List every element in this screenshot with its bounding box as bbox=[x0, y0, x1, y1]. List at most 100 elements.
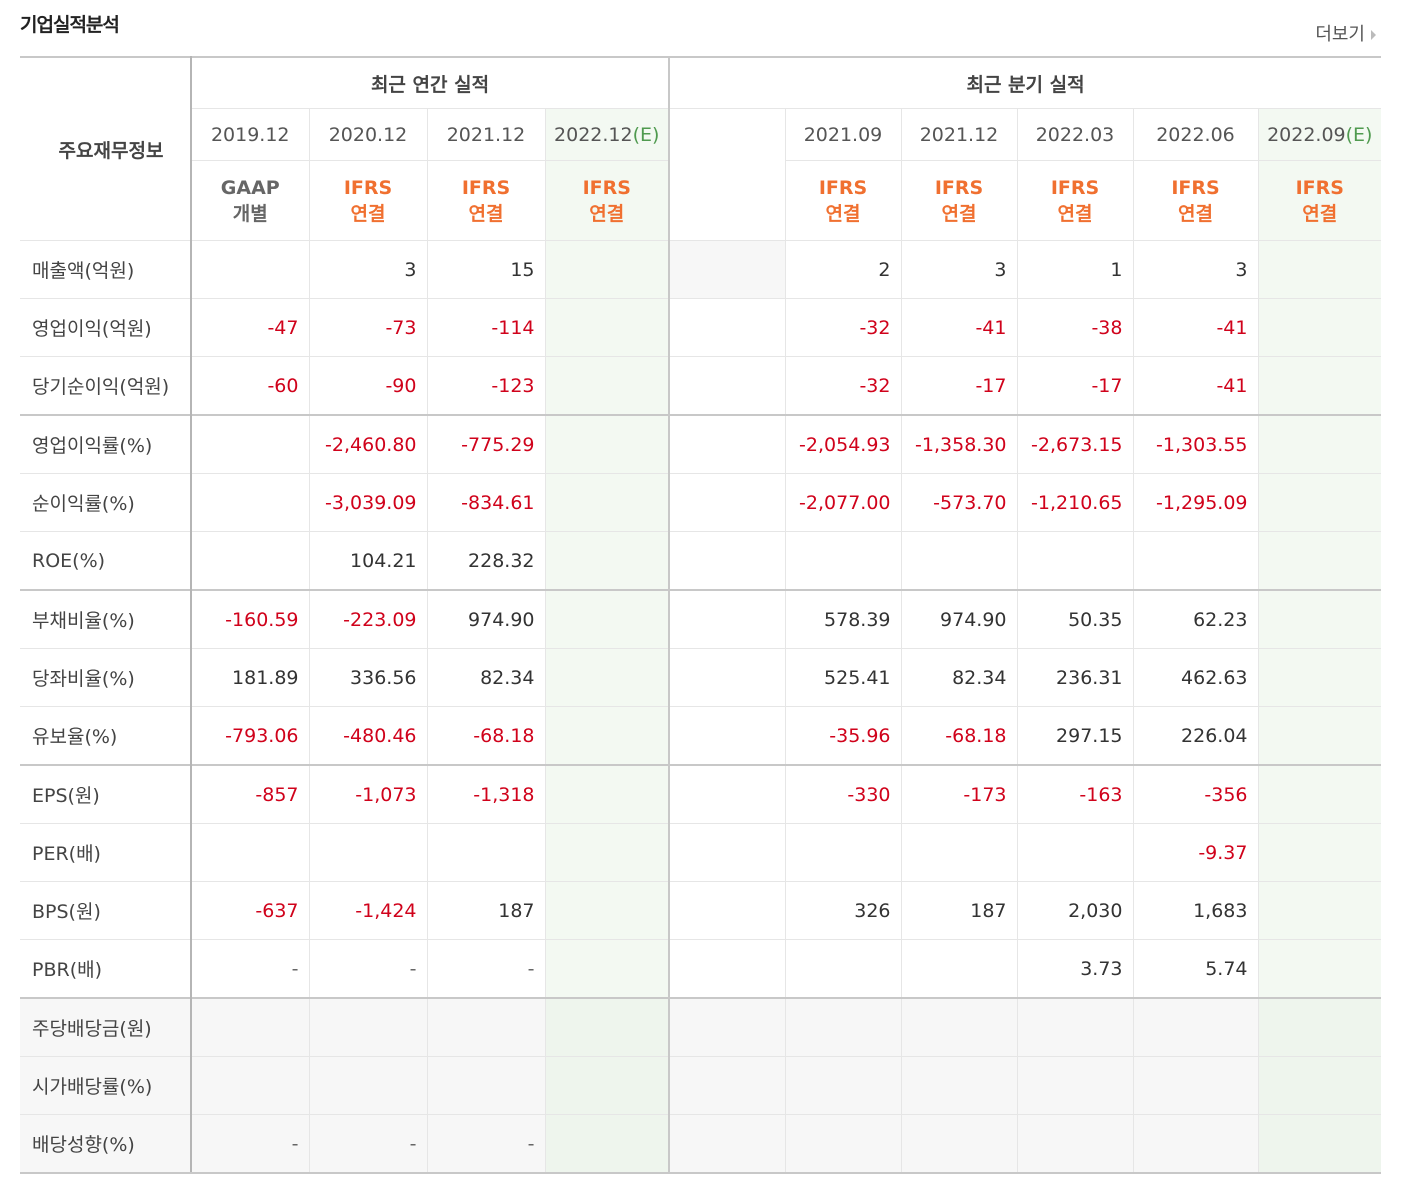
period: 2022.09(E) bbox=[1257, 108, 1382, 161]
value-cell bbox=[784, 823, 901, 882]
value-cell bbox=[1257, 240, 1382, 299]
consolidation-text: 연결 bbox=[589, 202, 625, 225]
value-cell bbox=[784, 1056, 901, 1115]
consolidation-text: 연결 bbox=[1302, 202, 1338, 225]
row-label: 유보율(%) bbox=[20, 706, 192, 766]
row-label: 당좌비율(%) bbox=[20, 648, 192, 707]
standard: IFRS 연결 bbox=[1257, 160, 1382, 241]
value-cell bbox=[1132, 997, 1258, 1057]
value-cell bbox=[190, 823, 309, 882]
standard: IFRS 연결 bbox=[308, 160, 427, 241]
standard-text: IFRS bbox=[934, 176, 984, 199]
row-label: 순이익률(%) bbox=[20, 473, 192, 532]
row-label: 매출액(억원) bbox=[20, 240, 192, 299]
value-cell bbox=[1132, 1114, 1258, 1174]
value-cell: - bbox=[426, 1114, 545, 1174]
row-label: 배당성향(%) bbox=[20, 1114, 192, 1174]
data-row: 순이익률(%) -3,039.09 -834.61 -2,077.00 -573.70-… bbox=[20, 473, 1382, 532]
standard: IFRS 연결 bbox=[1132, 160, 1258, 241]
standard-text: IFRS bbox=[1295, 176, 1344, 199]
financial-table: 주요재무정보 최근 연간 실적 최근 분기 실적 2019.12 2020.12 2021… bbox=[20, 56, 1382, 1174]
period: 2022.12(E) bbox=[544, 108, 669, 161]
value-cell bbox=[544, 1056, 669, 1115]
standard-row: GAAP 개별 IFRS 연결 IFRS 연결 IFRS 연결 IFRS 연결 IFRS 연결 IFRS… bbox=[20, 160, 1382, 241]
value-cell bbox=[900, 823, 1017, 882]
value-cell: 187 bbox=[900, 881, 1017, 940]
gap-cell bbox=[668, 706, 785, 766]
value-cell: -114 bbox=[426, 298, 545, 357]
period: 2021.12 bbox=[900, 108, 1017, 161]
value-cell bbox=[544, 298, 669, 357]
value-cell: -32 bbox=[784, 298, 901, 357]
value-cell bbox=[1257, 1056, 1382, 1115]
value-cell: -38 bbox=[1016, 298, 1133, 357]
value-cell: 228.32 bbox=[426, 531, 545, 591]
value-cell bbox=[544, 764, 669, 824]
data-row: 당좌비율(%) 181.89 336.56 82.34 525.41 82.34 236.3… bbox=[20, 648, 1382, 707]
gap-cell bbox=[668, 108, 785, 241]
row-label: 당기순이익(억원) bbox=[20, 356, 192, 416]
data-row: 유보율(%) -793.06 -480.46 -68.18 -35.96 -68.18 29… bbox=[20, 706, 1382, 766]
value-cell bbox=[544, 414, 669, 474]
gap-cell bbox=[668, 823, 785, 882]
value-cell: 236.31 bbox=[1016, 648, 1133, 707]
value-cell: -9.37 bbox=[1132, 823, 1258, 882]
value-cell bbox=[544, 589, 669, 649]
standard-text: IFRS bbox=[461, 176, 511, 199]
value-cell: -793.06 bbox=[190, 706, 309, 766]
value-cell: 2 bbox=[784, 240, 901, 299]
value-cell: - bbox=[426, 939, 545, 999]
value-cell: -47 bbox=[190, 298, 309, 357]
value-cell bbox=[544, 531, 669, 591]
value-cell: -32 bbox=[784, 356, 901, 416]
value-cell: -356 bbox=[1132, 764, 1258, 824]
value-cell bbox=[190, 473, 309, 532]
period-text: 2021.12 bbox=[919, 123, 999, 146]
value-cell bbox=[1257, 648, 1382, 707]
value-cell bbox=[308, 1056, 427, 1115]
value-cell: -123 bbox=[426, 356, 545, 416]
value-cell: -223.09 bbox=[308, 589, 427, 649]
value-cell: -1,210.65 bbox=[1016, 473, 1133, 532]
value-cell bbox=[900, 939, 1017, 999]
value-cell: -90 bbox=[308, 356, 427, 416]
value-cell bbox=[900, 997, 1017, 1057]
value-cell bbox=[190, 414, 309, 474]
value-cell: 181.89 bbox=[190, 648, 309, 707]
value-cell: -834.61 bbox=[426, 473, 545, 532]
value-cell bbox=[544, 356, 669, 416]
value-cell bbox=[1257, 414, 1382, 474]
period-text: 2022.03 bbox=[1035, 123, 1115, 146]
standard-text: IFRS bbox=[1050, 176, 1100, 199]
more-link[interactable]: 더보기 bbox=[1315, 20, 1376, 46]
value-cell: 82.34 bbox=[426, 648, 545, 707]
data-row: 부채비율(%) -160.59 -223.09 974.90 578.39 974.90 5… bbox=[20, 589, 1382, 649]
standard-text: IFRS bbox=[818, 176, 868, 199]
value-cell bbox=[784, 939, 901, 999]
value-cell bbox=[1257, 356, 1382, 416]
value-cell bbox=[1257, 473, 1382, 532]
consolidation-text: 연결 bbox=[941, 202, 977, 225]
value-cell: 525.41 bbox=[784, 648, 901, 707]
gap-cell bbox=[668, 939, 785, 999]
value-cell bbox=[544, 706, 669, 766]
value-cell: 3 bbox=[1132, 240, 1258, 299]
value-cell bbox=[308, 823, 427, 882]
gap-cell bbox=[668, 240, 785, 299]
consolidation-text: 개별 bbox=[232, 202, 268, 225]
value-cell: -163 bbox=[1016, 764, 1133, 824]
standard-text: IFRS bbox=[1171, 176, 1220, 199]
data-row: PBR(배) - - -3.73 5.74 bbox=[20, 939, 1382, 999]
value-cell: -330 bbox=[784, 764, 901, 824]
value-cell: 82.34 bbox=[900, 648, 1017, 707]
value-cell bbox=[1016, 823, 1133, 882]
gap-cell bbox=[668, 531, 785, 591]
period: 2019.12 bbox=[190, 108, 309, 161]
data-row: 시가배당률(%) bbox=[20, 1056, 1382, 1115]
period: 2022.06 bbox=[1132, 108, 1258, 161]
estimate-mark: (E) bbox=[1345, 123, 1373, 146]
value-cell: -68.18 bbox=[426, 706, 545, 766]
data-row: 주당배당금(원) bbox=[20, 997, 1382, 1057]
value-cell: -1,358.30 bbox=[900, 414, 1017, 474]
